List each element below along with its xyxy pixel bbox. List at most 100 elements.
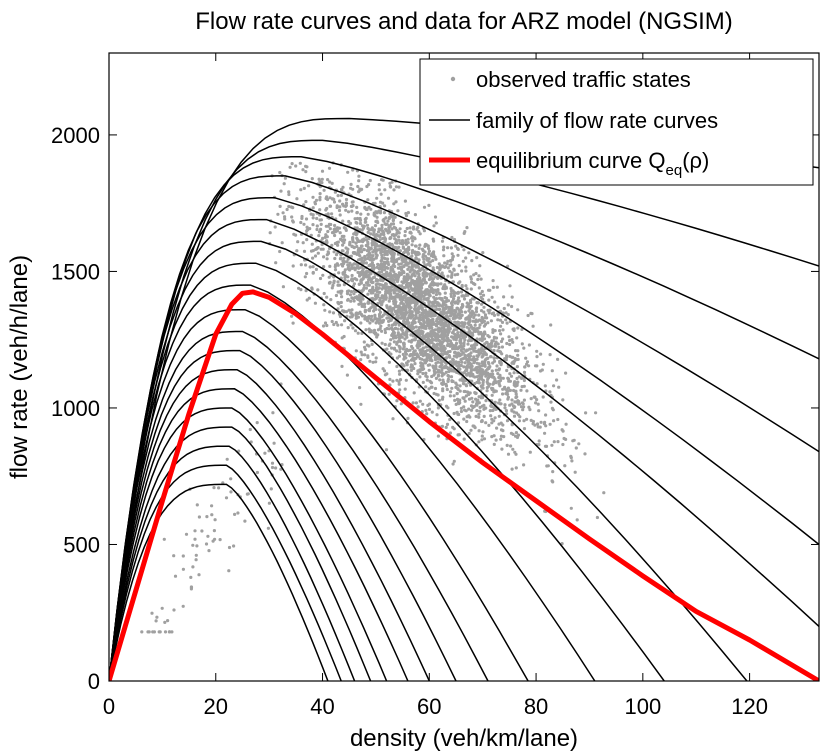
family-curve xyxy=(109,156,819,681)
scatter-point xyxy=(355,211,359,215)
scatter-point xyxy=(412,263,416,267)
scatter-point xyxy=(573,470,577,474)
scatter-point xyxy=(534,401,538,405)
scatter-point xyxy=(513,405,517,409)
scatter-point xyxy=(473,313,477,317)
scatter-point xyxy=(217,486,221,490)
scatter-point xyxy=(458,338,462,343)
scatter-point xyxy=(381,218,385,222)
scatter-point xyxy=(453,398,457,402)
scatter-point xyxy=(206,534,210,538)
scatter-point xyxy=(320,181,324,185)
scatter-point xyxy=(388,215,392,219)
scatter-point xyxy=(510,409,514,413)
scatter-point xyxy=(475,256,479,260)
scatter-point xyxy=(447,329,451,333)
scatter-point xyxy=(362,340,366,344)
scatter-point xyxy=(452,297,456,301)
scatter-point xyxy=(404,250,408,254)
scatter-point xyxy=(316,251,320,255)
scatter-point xyxy=(394,326,398,330)
scatter-point xyxy=(494,438,498,442)
scatter-point xyxy=(481,396,485,400)
scatter-point xyxy=(282,182,286,186)
scatter-point xyxy=(418,399,422,403)
scatter-point xyxy=(360,353,364,357)
scatter-point xyxy=(336,323,340,327)
scatter-point xyxy=(355,311,359,315)
scatter-point xyxy=(410,243,414,247)
scatter-point xyxy=(413,362,417,366)
scatter-point xyxy=(453,301,457,305)
scatter-point xyxy=(327,275,331,279)
scatter-point xyxy=(491,339,495,343)
scatter-point xyxy=(210,504,214,508)
scatter-point xyxy=(355,252,359,256)
scatter-point xyxy=(502,435,506,439)
scatter-point xyxy=(372,309,376,313)
scatter-point xyxy=(487,342,492,347)
scatter-point xyxy=(413,304,417,308)
scatter-point xyxy=(506,395,510,399)
scatter-point xyxy=(460,283,464,288)
scatter-point xyxy=(460,269,464,273)
scatter-point xyxy=(435,307,439,311)
family-curve xyxy=(109,483,329,681)
scatter-point xyxy=(551,470,555,474)
scatter-point xyxy=(346,210,351,214)
scatter-point xyxy=(318,192,322,196)
family-curve xyxy=(109,426,372,681)
scatter-point xyxy=(351,296,355,301)
scatter-point xyxy=(391,336,395,340)
scatter-point xyxy=(521,408,525,412)
scatter-point xyxy=(336,280,340,284)
scatter-point xyxy=(442,245,446,249)
scatter-point xyxy=(311,270,315,275)
scatter-point xyxy=(417,305,421,309)
scatter-point xyxy=(429,341,433,345)
scatter-point xyxy=(326,229,330,234)
scatter-point xyxy=(343,273,347,277)
scatter-point xyxy=(466,305,471,309)
scatter-point xyxy=(281,211,285,215)
scatter-point xyxy=(400,308,404,312)
scatter-point xyxy=(419,361,423,365)
scatter-point xyxy=(360,314,364,318)
scatter-point xyxy=(436,406,440,410)
scatter-point xyxy=(450,300,454,304)
scatter-point xyxy=(285,207,289,212)
scatter-point xyxy=(299,220,303,225)
scatter-point xyxy=(194,558,198,562)
scatter-point xyxy=(404,312,408,316)
scatter-point xyxy=(396,332,400,336)
scatter-point xyxy=(455,246,460,251)
scatter-point xyxy=(450,271,454,275)
y-axis-label: flow rate (veh/h/lane) xyxy=(6,255,33,479)
scatter-point xyxy=(497,382,501,386)
scatter-point xyxy=(465,287,469,291)
scatter-point xyxy=(409,368,413,372)
scatter-point xyxy=(550,443,554,447)
scatter-point xyxy=(276,212,280,216)
scatter-point xyxy=(350,277,354,281)
scatter-point xyxy=(400,362,404,366)
scatter-point xyxy=(283,215,287,219)
scatter-point xyxy=(535,364,539,368)
scatter-point xyxy=(357,174,361,178)
scatter-point xyxy=(480,360,484,364)
scatter-point xyxy=(477,415,481,419)
scatter-point xyxy=(482,319,486,323)
scatter-point xyxy=(506,376,510,380)
scatter-point xyxy=(467,251,471,255)
scatter-point xyxy=(310,286,314,290)
scatter-point xyxy=(227,569,231,573)
scatter-point xyxy=(516,326,520,330)
scatter-point xyxy=(420,266,424,271)
equilibrium-curve xyxy=(109,289,819,681)
scatter-point xyxy=(346,170,350,174)
scatter-point xyxy=(416,225,420,230)
scatter-point xyxy=(384,287,388,291)
scatter-point xyxy=(379,244,383,248)
scatter-point xyxy=(490,404,494,409)
scatter-point xyxy=(340,289,344,293)
